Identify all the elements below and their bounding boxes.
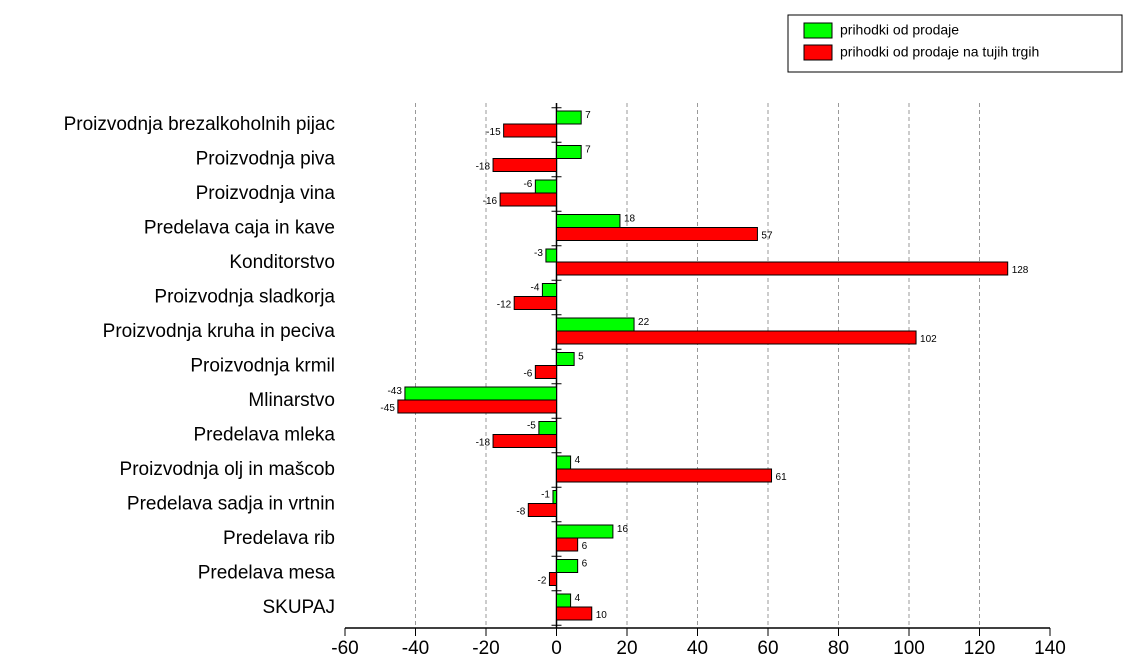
legend-box — [787, 14, 1123, 73]
bar — [548, 572, 558, 586]
bar — [556, 559, 579, 573]
value-label: -15 — [486, 127, 501, 138]
bar — [538, 421, 557, 435]
bar — [534, 365, 557, 379]
bar — [492, 434, 557, 448]
x-tick-label: 60 — [757, 638, 778, 659]
category-label: Proizvodnja sladkorja — [154, 287, 335, 308]
value-label: -18 — [476, 438, 491, 449]
value-label: 57 — [761, 231, 773, 242]
value-label: 4 — [575, 455, 581, 466]
bar — [556, 352, 575, 366]
bar — [527, 503, 557, 517]
value-label: 10 — [596, 610, 608, 621]
bar — [556, 455, 572, 470]
x-tick-label: 0 — [551, 638, 562, 659]
bar — [534, 179, 557, 194]
category-label: Proizvodnja vina — [196, 183, 336, 204]
bar — [397, 399, 557, 414]
bar — [503, 123, 557, 138]
x-tick-label: 140 — [1034, 638, 1066, 659]
value-label: 22 — [638, 317, 650, 328]
bar — [492, 158, 557, 172]
value-label: 16 — [617, 524, 629, 535]
value-label: 7 — [585, 145, 591, 156]
value-label: 6 — [582, 541, 588, 552]
bar — [556, 227, 758, 241]
x-tick-label: 100 — [893, 638, 925, 659]
bar — [552, 490, 557, 504]
category-label: Predelava mesa — [198, 563, 336, 584]
category-label: Mlinarstvo — [248, 390, 335, 411]
category-label: Predelava caja in kave — [144, 218, 335, 239]
bar — [404, 386, 557, 401]
bar — [545, 248, 557, 263]
value-label: -3 — [534, 248, 543, 259]
value-label: 18 — [624, 214, 636, 225]
category-label: Proizvodnja kruha in peciva — [103, 321, 336, 342]
bar — [499, 192, 558, 207]
value-label: -4 — [530, 283, 539, 294]
category-label: Predelava rib — [223, 528, 335, 549]
bar — [556, 317, 635, 332]
value-label: -8 — [516, 507, 525, 518]
bar — [556, 606, 593, 621]
x-tick-label: 20 — [616, 638, 637, 659]
value-label: -6 — [523, 369, 532, 380]
value-label: 4 — [575, 593, 581, 604]
category-label: Proizvodnja olj in mašcob — [120, 459, 335, 480]
x-tick-label: 120 — [964, 638, 996, 659]
bar — [556, 145, 582, 159]
category-label: Proizvodnja krmil — [190, 356, 335, 377]
legend-swatch — [803, 44, 833, 61]
bar — [556, 537, 579, 552]
x-tick-label: 80 — [828, 638, 849, 659]
value-label: 6 — [582, 559, 588, 570]
value-label: -6 — [523, 179, 532, 190]
x-tick-label: -60 — [331, 638, 358, 659]
category-label: SKUPAJ — [262, 597, 335, 618]
value-label: -2 — [538, 576, 547, 587]
value-label: -12 — [497, 300, 512, 311]
x-tick-label: -20 — [472, 638, 499, 659]
value-label: 102 — [920, 334, 937, 345]
bar — [556, 524, 614, 539]
bar — [556, 468, 773, 483]
bar — [556, 214, 621, 228]
category-label: Predelava sadja in vrtnin — [127, 494, 335, 515]
category-label: Proizvodnja brezalkoholnih pijac — [64, 114, 335, 135]
value-label: -1 — [541, 490, 550, 501]
bar — [556, 110, 582, 125]
legend-label: prihodki od prodaje — [840, 22, 959, 38]
category-label: Proizvodnja piva — [196, 149, 336, 170]
bar — [541, 283, 558, 297]
x-tick-label: -40 — [402, 638, 429, 659]
value-label: -45 — [380, 403, 395, 414]
value-label: -18 — [476, 162, 491, 173]
value-label: 5 — [578, 352, 584, 363]
bar — [556, 261, 1009, 276]
legend-label: prihodki od prodaje na tujih trgih — [840, 44, 1039, 60]
bar — [556, 330, 917, 345]
category-label: Konditorstvo — [229, 252, 335, 273]
x-tick-label: 40 — [687, 638, 708, 659]
value-label: 128 — [1012, 265, 1029, 276]
value-label: -5 — [527, 421, 536, 432]
value-label: 7 — [585, 110, 591, 121]
value-label: 61 — [776, 472, 788, 483]
value-label: -16 — [483, 196, 498, 207]
legend-swatch — [803, 22, 833, 39]
category-label: Predelava mleka — [193, 425, 335, 446]
bar — [556, 593, 572, 608]
value-label: -43 — [387, 386, 402, 397]
bar — [513, 296, 558, 310]
